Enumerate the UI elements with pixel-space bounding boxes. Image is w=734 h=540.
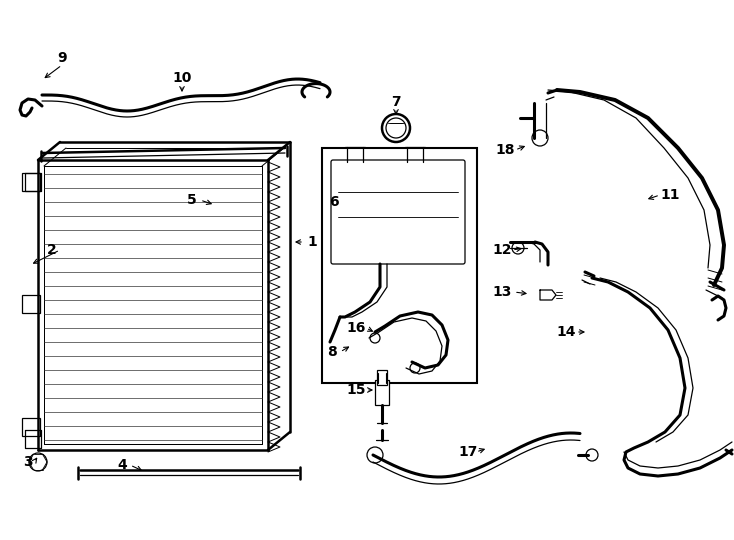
Text: 2: 2 xyxy=(47,243,57,257)
Bar xyxy=(22,173,40,191)
Text: 17: 17 xyxy=(458,445,478,459)
Text: 9: 9 xyxy=(57,51,67,65)
Text: 16: 16 xyxy=(346,321,366,335)
Circle shape xyxy=(512,242,524,254)
Bar xyxy=(322,148,477,383)
Text: 3: 3 xyxy=(23,455,33,469)
Bar xyxy=(377,370,387,385)
Circle shape xyxy=(382,114,410,142)
Circle shape xyxy=(29,453,47,471)
Text: 13: 13 xyxy=(493,285,512,299)
Text: 14: 14 xyxy=(556,325,575,339)
Circle shape xyxy=(532,130,548,146)
FancyBboxPatch shape xyxy=(331,160,465,264)
Text: 6: 6 xyxy=(329,195,339,209)
Bar xyxy=(22,418,40,436)
Text: 15: 15 xyxy=(346,383,366,397)
Circle shape xyxy=(370,333,380,343)
Text: 1: 1 xyxy=(307,235,317,249)
Bar xyxy=(375,380,389,405)
Bar xyxy=(22,295,40,313)
Text: 5: 5 xyxy=(187,193,197,207)
Circle shape xyxy=(386,118,406,138)
Text: 10: 10 xyxy=(172,71,192,85)
Text: 12: 12 xyxy=(493,243,512,257)
Text: 11: 11 xyxy=(661,188,680,202)
Text: 8: 8 xyxy=(327,345,337,359)
Text: 4: 4 xyxy=(117,458,127,472)
Circle shape xyxy=(367,447,383,463)
Circle shape xyxy=(410,363,420,373)
Text: 7: 7 xyxy=(391,95,401,109)
Circle shape xyxy=(586,449,598,461)
Text: 18: 18 xyxy=(495,143,515,157)
